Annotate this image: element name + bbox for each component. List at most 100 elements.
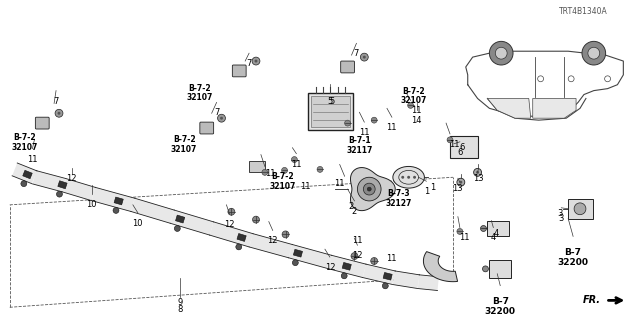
Text: B-7-2
32107: B-7-2 32107 — [187, 84, 213, 102]
Polygon shape — [393, 271, 420, 289]
Text: 7: 7 — [214, 108, 220, 117]
Text: 1: 1 — [430, 183, 436, 192]
Circle shape — [113, 207, 119, 213]
Text: 10: 10 — [86, 200, 97, 209]
Circle shape — [282, 231, 289, 238]
Text: 6: 6 — [460, 143, 465, 152]
Polygon shape — [62, 179, 95, 201]
Circle shape — [457, 228, 463, 235]
FancyBboxPatch shape — [450, 136, 477, 157]
Text: 11: 11 — [335, 179, 345, 188]
Circle shape — [236, 244, 242, 250]
Polygon shape — [114, 197, 124, 205]
Text: B-7-2
32107: B-7-2 32107 — [269, 172, 296, 191]
FancyBboxPatch shape — [35, 117, 49, 129]
Circle shape — [371, 258, 378, 264]
Text: 2: 2 — [348, 202, 353, 211]
FancyBboxPatch shape — [490, 260, 511, 278]
Text: 11: 11 — [386, 254, 396, 263]
Circle shape — [371, 117, 377, 123]
Text: 11: 11 — [449, 140, 459, 149]
Text: 11: 11 — [352, 236, 363, 245]
Circle shape — [460, 181, 462, 184]
Circle shape — [220, 117, 223, 120]
Text: 11: 11 — [460, 233, 470, 243]
Circle shape — [21, 181, 27, 187]
Polygon shape — [23, 170, 32, 179]
Circle shape — [255, 60, 257, 62]
Text: 13: 13 — [452, 184, 463, 193]
Polygon shape — [418, 275, 439, 291]
Circle shape — [228, 208, 235, 215]
Circle shape — [382, 283, 388, 289]
Circle shape — [218, 114, 225, 122]
Circle shape — [357, 177, 381, 201]
Circle shape — [58, 112, 61, 115]
Text: 7: 7 — [354, 49, 359, 58]
Circle shape — [292, 260, 298, 266]
Circle shape — [574, 203, 586, 215]
Text: 11: 11 — [300, 182, 310, 191]
Polygon shape — [342, 262, 351, 270]
Text: 14: 14 — [412, 116, 422, 125]
Text: B-7
32200: B-7 32200 — [557, 248, 589, 267]
Text: 3: 3 — [559, 214, 564, 223]
FancyBboxPatch shape — [340, 61, 355, 73]
Text: 7: 7 — [246, 59, 252, 68]
Circle shape — [588, 47, 600, 59]
FancyBboxPatch shape — [488, 220, 509, 236]
Text: 6: 6 — [457, 148, 463, 157]
Circle shape — [174, 226, 180, 231]
Circle shape — [408, 102, 413, 108]
Circle shape — [253, 216, 259, 223]
Circle shape — [360, 53, 368, 61]
Circle shape — [282, 167, 287, 173]
Text: 7: 7 — [53, 97, 59, 106]
FancyBboxPatch shape — [311, 96, 349, 127]
Text: 13: 13 — [473, 174, 484, 183]
Polygon shape — [170, 210, 214, 235]
Polygon shape — [293, 249, 303, 257]
Text: 11: 11 — [291, 160, 301, 169]
Circle shape — [474, 168, 481, 176]
Text: 3: 3 — [557, 209, 563, 218]
Text: FR.: FR. — [582, 295, 601, 305]
Polygon shape — [58, 181, 67, 189]
Circle shape — [481, 226, 486, 231]
Text: B-7-2
32107: B-7-2 32107 — [171, 135, 197, 154]
Circle shape — [476, 171, 479, 174]
Circle shape — [351, 252, 358, 260]
Text: B-7-1
32117: B-7-1 32117 — [346, 136, 372, 155]
Circle shape — [413, 176, 416, 179]
FancyBboxPatch shape — [568, 199, 593, 219]
Circle shape — [341, 273, 347, 279]
Text: 11: 11 — [266, 169, 276, 178]
Text: 10: 10 — [132, 219, 143, 228]
Polygon shape — [249, 234, 292, 258]
Polygon shape — [424, 252, 458, 282]
Circle shape — [317, 166, 323, 172]
Polygon shape — [175, 215, 185, 223]
Circle shape — [483, 266, 488, 272]
Circle shape — [490, 41, 513, 65]
Circle shape — [582, 41, 605, 65]
Polygon shape — [328, 255, 366, 277]
Circle shape — [401, 176, 404, 179]
Circle shape — [252, 57, 260, 65]
Text: 5: 5 — [327, 97, 332, 106]
Text: TRT4B1340A: TRT4B1340A — [559, 7, 607, 16]
Text: 12: 12 — [67, 174, 77, 183]
Text: 4: 4 — [491, 233, 496, 243]
Polygon shape — [12, 163, 37, 184]
Text: B-7-3
32127: B-7-3 32127 — [386, 189, 412, 208]
Ellipse shape — [393, 166, 424, 188]
Text: 8: 8 — [177, 305, 183, 314]
Circle shape — [407, 176, 410, 179]
Circle shape — [367, 187, 371, 191]
Polygon shape — [351, 168, 396, 211]
Polygon shape — [532, 99, 576, 118]
Polygon shape — [92, 188, 134, 212]
Circle shape — [291, 156, 298, 163]
Circle shape — [363, 56, 366, 59]
Text: 12: 12 — [324, 263, 335, 272]
